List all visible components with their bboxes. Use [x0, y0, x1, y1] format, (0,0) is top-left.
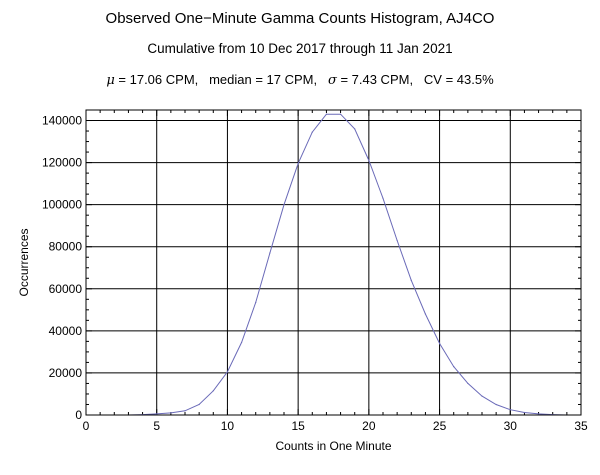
data-point — [283, 204, 285, 206]
data-point — [240, 341, 243, 344]
chart-subtitle: Cumulative from 10 Dec 2017 through 11 J… — [147, 41, 453, 56]
data-point — [354, 128, 356, 130]
data-point — [537, 413, 540, 415]
data-point — [170, 412, 172, 414]
x-tick-label: 15 — [291, 419, 305, 433]
data-point — [311, 131, 313, 133]
sigma-text: = 7.43 CPM, CV = 43.5% — [336, 72, 494, 87]
data-point — [325, 113, 328, 115]
chart-title: Observed One−Minute Gamma Counts Histogr… — [105, 10, 495, 27]
x-tick-label: 30 — [504, 419, 518, 433]
y-tick-label: 140000 — [42, 114, 82, 128]
data-point — [481, 395, 483, 397]
data-point — [339, 113, 342, 115]
data-point — [156, 413, 158, 415]
x-axis-label: Counts in One Minute — [275, 439, 391, 453]
data-point — [226, 371, 229, 373]
grid-lines — [86, 110, 581, 415]
y-tick-label: 0 — [75, 408, 82, 422]
x-tick-label: 35 — [574, 419, 588, 433]
series-points — [127, 113, 568, 416]
data-point — [269, 252, 271, 254]
y-tick-label: 40000 — [49, 324, 83, 338]
data-point — [467, 382, 469, 385]
data-point — [184, 410, 186, 412]
data-point — [297, 163, 299, 165]
y-axis-ticks: 0 20000 40000 60000 80000 100000 120000 140000 — [42, 109, 581, 422]
data-point — [396, 239, 398, 242]
x-tick-label: 10 — [221, 419, 235, 433]
y-tick-label: 120000 — [42, 156, 82, 170]
data-point — [255, 301, 257, 304]
x-tick-label: 0 — [83, 419, 90, 433]
mu-symbol: μ — [106, 73, 115, 88]
data-point — [495, 403, 497, 406]
y-tick-label: 60000 — [49, 282, 83, 296]
sigma-symbol: σ — [327, 73, 337, 88]
data-point — [523, 411, 526, 414]
data-point — [198, 403, 200, 406]
chart-stats: μ = 17.06 CPM, median = 17 CPM, σ = 7.43… — [0, 72, 600, 88]
x-axis-ticks: 0 5 10 15 20 25 30 35 — [83, 110, 588, 433]
y-tick-label: 100000 — [42, 198, 82, 212]
data-point — [438, 342, 441, 345]
y-tick-label: 80000 — [49, 240, 83, 254]
x-tick-label: 20 — [362, 419, 376, 433]
y-axis-label: Occurrences — [17, 228, 31, 296]
mu-text: = 17.06 CPM, median = 17 CPM, — [114, 72, 328, 87]
series-line — [128, 113, 567, 416]
data-point — [424, 313, 427, 315]
plot-frame — [85, 109, 582, 416]
data-point — [453, 366, 455, 368]
data-point — [212, 390, 214, 392]
data-point — [382, 197, 384, 199]
data-point — [509, 409, 511, 411]
data-point — [410, 279, 412, 281]
x-tick-label: 5 — [153, 419, 160, 433]
data-point — [368, 159, 370, 162]
x-tick-label: 25 — [433, 419, 447, 433]
y-tick-label: 20000 — [49, 366, 83, 380]
